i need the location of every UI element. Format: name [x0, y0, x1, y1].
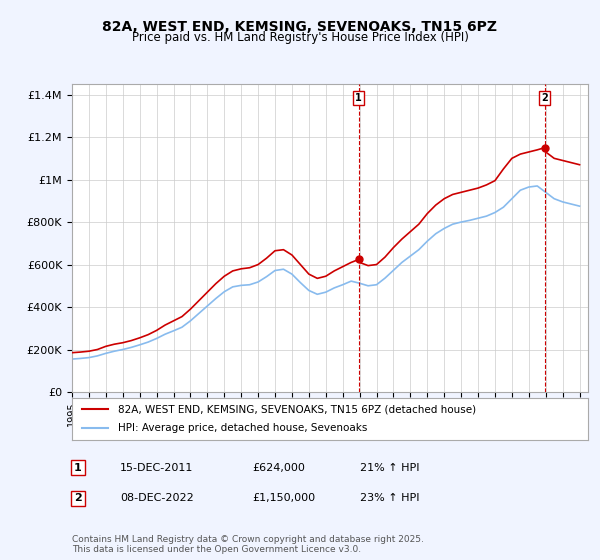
Text: 1: 1 [355, 93, 362, 103]
Text: 2: 2 [541, 93, 548, 103]
Text: £1,150,000: £1,150,000 [252, 493, 315, 503]
Text: Price paid vs. HM Land Registry's House Price Index (HPI): Price paid vs. HM Land Registry's House … [131, 31, 469, 44]
Text: 82A, WEST END, KEMSING, SEVENOAKS, TN15 6PZ: 82A, WEST END, KEMSING, SEVENOAKS, TN15 … [103, 20, 497, 34]
Text: 2: 2 [74, 493, 82, 503]
Text: 82A, WEST END, KEMSING, SEVENOAKS, TN15 6PZ (detached house): 82A, WEST END, KEMSING, SEVENOAKS, TN15 … [118, 404, 476, 414]
Text: HPI: Average price, detached house, Sevenoaks: HPI: Average price, detached house, Seve… [118, 423, 368, 433]
Text: 15-DEC-2011: 15-DEC-2011 [120, 463, 193, 473]
Text: 21% ↑ HPI: 21% ↑ HPI [360, 463, 419, 473]
Text: £624,000: £624,000 [252, 463, 305, 473]
Text: 08-DEC-2022: 08-DEC-2022 [120, 493, 194, 503]
Text: 23% ↑ HPI: 23% ↑ HPI [360, 493, 419, 503]
Text: Contains HM Land Registry data © Crown copyright and database right 2025.
This d: Contains HM Land Registry data © Crown c… [72, 535, 424, 554]
Text: 1: 1 [74, 463, 82, 473]
